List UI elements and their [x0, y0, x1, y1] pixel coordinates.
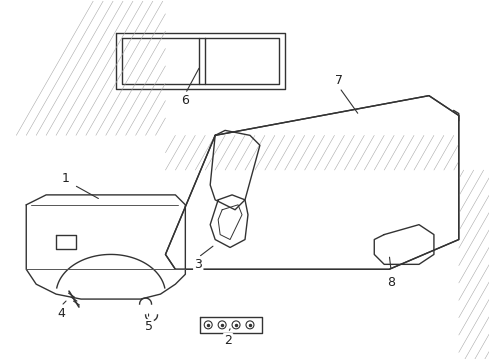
Text: 3: 3 [195, 258, 202, 271]
Text: 5: 5 [145, 320, 152, 333]
Text: 8: 8 [387, 276, 395, 289]
Text: 6: 6 [181, 94, 189, 107]
Text: 7: 7 [336, 74, 343, 87]
Text: 1: 1 [62, 171, 70, 185]
Text: 4: 4 [57, 307, 65, 320]
Text: 2: 2 [224, 334, 232, 347]
